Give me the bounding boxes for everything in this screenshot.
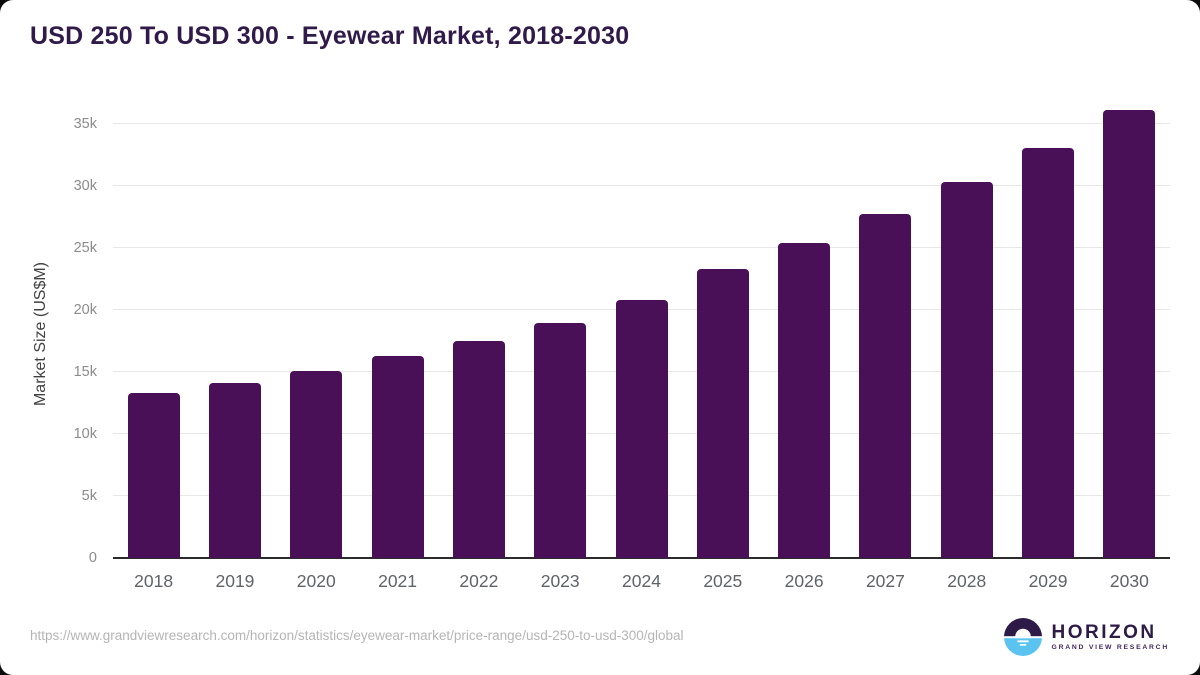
bar-2030[interactable] (1103, 110, 1156, 558)
bar-2021[interactable] (371, 355, 424, 558)
x-tick-label: 2018 (134, 571, 174, 591)
horizon-logo-icon (1003, 618, 1042, 656)
bar-2023[interactable] (534, 322, 587, 558)
x-tick-label: 2030 (1109, 571, 1149, 591)
x-tick-label: 2020 (296, 571, 336, 591)
x-tick-label: 2019 (215, 571, 255, 591)
gridline (113, 184, 1170, 186)
y-tick-label: 20k (73, 301, 97, 318)
bar-2024[interactable] (615, 299, 668, 558)
horizon-logo: HORIZON GRAND VIEW RESEARCH (1003, 618, 1169, 656)
y-axis-title: Market Size (US$M) (32, 261, 49, 407)
x-tick-label: 2022 (459, 571, 499, 591)
gridline (113, 122, 1170, 124)
bar-2028[interactable] (940, 182, 993, 558)
x-tick-label: 2028 (947, 571, 987, 591)
x-tick-label: 2027 (865, 571, 905, 591)
y-tick-label: 10k (73, 425, 97, 442)
bar-2029[interactable] (1022, 148, 1075, 558)
source-url: https://www.grandviewresearch.com/horizo… (30, 628, 684, 643)
y-tick-label: 15k (73, 363, 97, 380)
x-tick-label: 2025 (703, 571, 743, 591)
bar-2026[interactable] (778, 243, 831, 558)
bar-2025[interactable] (696, 269, 749, 558)
x-tick-label: 2021 (378, 571, 418, 591)
x-tick-label: 2029 (1028, 571, 1068, 591)
bar-2018[interactable] (127, 392, 180, 558)
gridline (113, 246, 1170, 248)
bar-2019[interactable] (208, 382, 261, 558)
x-tick-label: 2026 (784, 571, 824, 591)
x-tick-label: 2023 (540, 571, 580, 591)
y-tick-label: 30k (73, 177, 97, 194)
logo-subtitle: GRAND VIEW RESEARCH (1051, 644, 1169, 652)
bar-2022[interactable] (452, 340, 505, 558)
plot-area: 0 5k 10k 15k 20k 25k 30k 35k 2018 2019 2020 2021 202… (74, 108, 1170, 591)
x-tick-label: 2024 (622, 571, 661, 591)
y-tick-label: 0 (88, 550, 97, 566)
bar-2020[interactable] (290, 370, 343, 558)
y-tick-label: 25k (73, 239, 97, 256)
y-tick-label: 35k (73, 115, 97, 132)
chart-title: USD 250 To USD 300 - Eyewear Market, 201… (30, 22, 630, 50)
logo-name: HORIZON (1051, 621, 1157, 643)
x-axis-line (113, 557, 1170, 559)
y-tick-label: 5k (81, 487, 97, 504)
bar-2027[interactable] (859, 214, 912, 558)
